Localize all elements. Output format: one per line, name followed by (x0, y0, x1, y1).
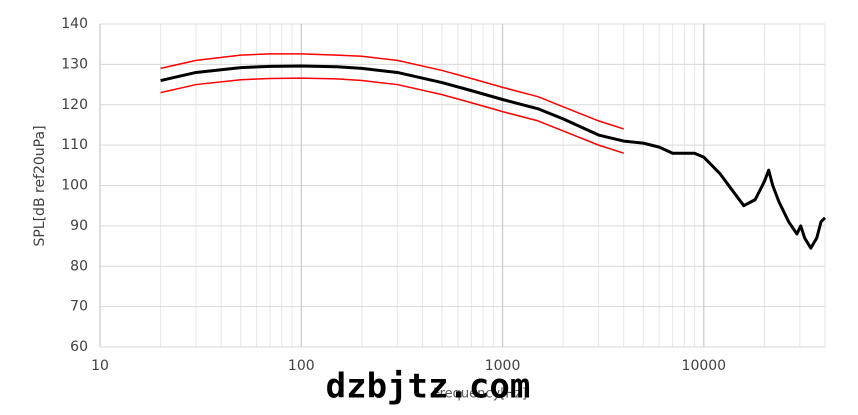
y-tick-label: 110 (61, 137, 88, 153)
y-tick-label: 140 (61, 16, 88, 32)
x-tick-label: 100 (288, 358, 315, 374)
y-tick-label: 80 (70, 258, 88, 274)
y-tick-label: 130 (61, 56, 88, 72)
series-line (160, 64, 827, 250)
x-axis-label: Frequency[Hz] (433, 387, 527, 402)
x-tick-label: 10 (91, 358, 109, 374)
y-tick-label: 70 (70, 299, 88, 315)
plot-area: 60 70 80 90 100 110 120 130 140 10 100 1000 10000 (61, 16, 827, 374)
watermark: dzbjtz.com (326, 367, 531, 407)
y-tick-label: 120 (61, 97, 88, 113)
y-tick-label: 90 (70, 218, 88, 234)
x-tick-label: 10000 (682, 358, 727, 374)
y-tick-label: 100 (61, 178, 88, 194)
y-axis-label: SPL[dB ref20uPa] (32, 125, 48, 246)
x-tick-label: 1000 (485, 358, 521, 374)
series-line (160, 53, 624, 130)
series-line (160, 77, 624, 154)
y-tick-label: 60 (70, 339, 88, 355)
